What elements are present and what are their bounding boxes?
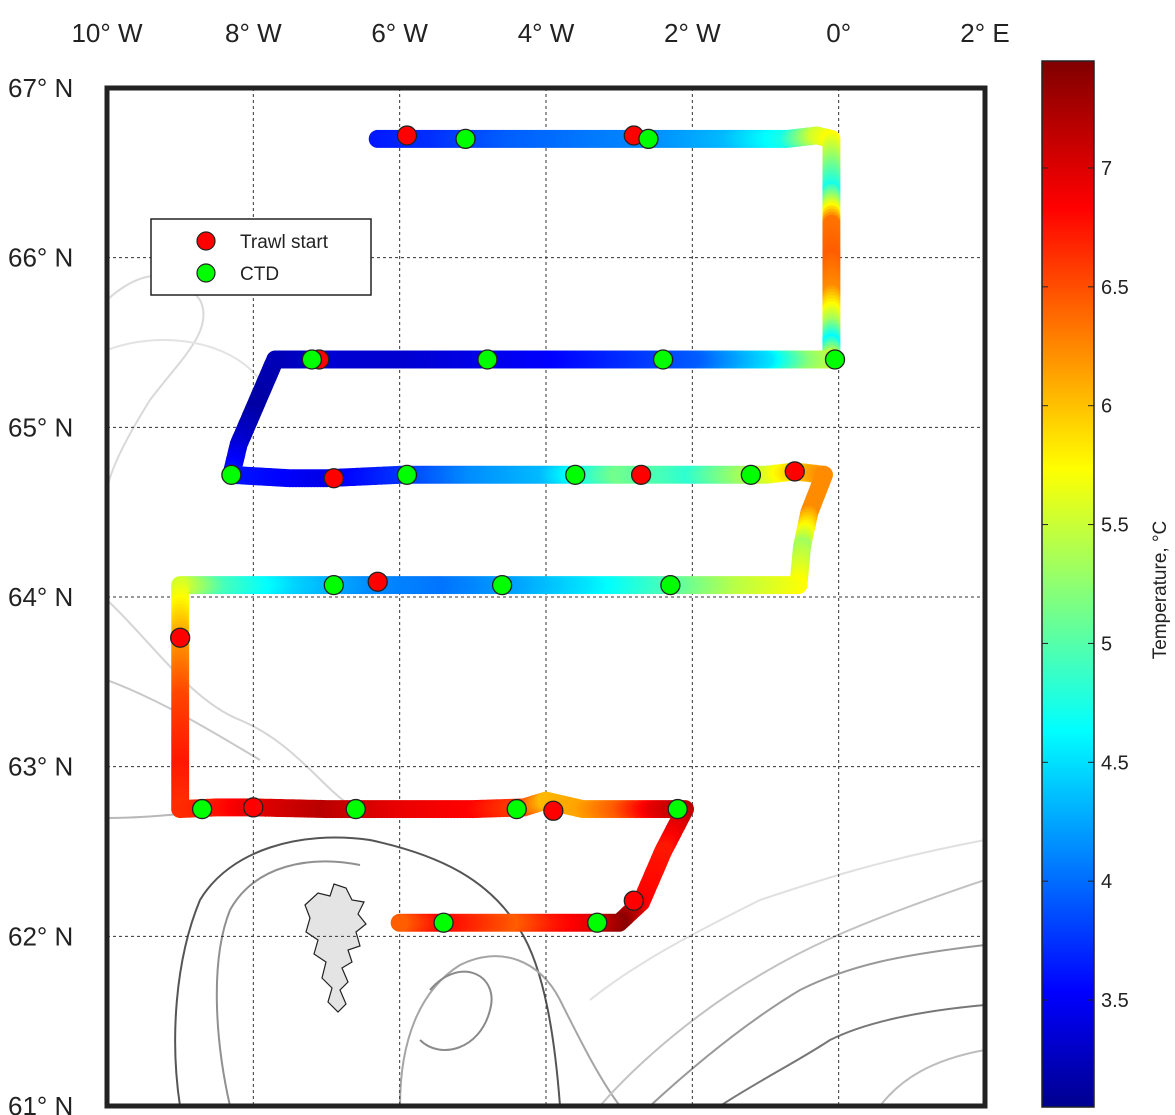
trawl-start-marker bbox=[170, 627, 191, 648]
legend: Trawl start CTD bbox=[150, 218, 372, 296]
ctd-marker bbox=[477, 349, 498, 370]
x-tick-label: 10° W bbox=[71, 18, 143, 48]
colorbar-tick-label: 6.5 bbox=[1101, 277, 1129, 299]
x-tick-label: 8° W bbox=[225, 18, 282, 48]
x-tick-label: 0° bbox=[826, 18, 851, 48]
ctd-marker bbox=[455, 128, 476, 150]
trawl-start-marker bbox=[623, 890, 644, 911]
x-tick-labels: 10° W 8° W 6° W 4° W 2° W 0° 2° E bbox=[71, 18, 1009, 48]
y-tick-label: 63° N bbox=[8, 752, 73, 782]
trawl-start-marker bbox=[243, 797, 264, 818]
y-tick-label: 61° N bbox=[8, 1091, 73, 1115]
ctd-marker bbox=[824, 349, 846, 370]
ctd-marker bbox=[491, 574, 513, 596]
ctd-marker bbox=[221, 464, 242, 485]
x-tick-label: 6° W bbox=[371, 18, 428, 48]
legend-trawl-marker bbox=[196, 231, 216, 251]
legend-ctd-label: CTD bbox=[240, 264, 279, 285]
ctd-marker bbox=[506, 798, 527, 820]
ctd-marker bbox=[667, 798, 688, 820]
colorbar-tick-label: 5 bbox=[1101, 633, 1112, 655]
x-tick-label: 2° W bbox=[664, 18, 721, 48]
trawl-start-marker bbox=[784, 461, 805, 482]
y-tick-label: 67° N bbox=[8, 73, 73, 103]
ctd-marker bbox=[660, 574, 681, 596]
ctd-marker bbox=[652, 349, 674, 370]
colorbar-tick-label: 7 bbox=[1101, 158, 1112, 180]
ctd-marker bbox=[565, 464, 586, 485]
ctd-marker bbox=[740, 464, 762, 485]
plot-frame bbox=[104, 85, 988, 1109]
legend-ctd-marker bbox=[196, 263, 216, 283]
trawl-start-marker bbox=[630, 464, 652, 485]
faroe-islands-land bbox=[304, 883, 367, 1013]
ctd-markers bbox=[191, 128, 846, 933]
ctd-marker bbox=[345, 798, 366, 820]
x-tick-label: 4° W bbox=[518, 18, 575, 48]
trawl-start-marker bbox=[396, 125, 418, 146]
colorbar-tick-label: 4.5 bbox=[1101, 752, 1129, 774]
y-tick-label: 65° N bbox=[8, 412, 73, 442]
colorbar-tick-label: 4 bbox=[1101, 871, 1112, 893]
colorbar-ramp bbox=[1041, 60, 1095, 1108]
trawl-start-markers bbox=[170, 125, 805, 911]
x-tick-label: 2° E bbox=[960, 18, 1009, 48]
bathymetry-contours bbox=[107, 274, 985, 1106]
ctd-marker bbox=[191, 798, 213, 820]
trawl-start-marker bbox=[543, 800, 564, 821]
colorbar-title: Temperature, °C bbox=[1150, 521, 1171, 660]
ctd-marker bbox=[396, 464, 418, 485]
legend-trawl-label: Trawl start bbox=[240, 232, 329, 253]
colorbar-ticks: 3.5 4 4.5 5 5.5 6 6.5 7 bbox=[1042, 158, 1129, 1012]
trawl-start-marker bbox=[367, 571, 388, 592]
track-point bbox=[390, 913, 409, 932]
colorbar-tick-label: 3.5 bbox=[1101, 990, 1129, 1012]
ctd-marker bbox=[323, 574, 344, 596]
y-tick-label: 66° N bbox=[8, 243, 73, 273]
trawl-start-marker bbox=[323, 468, 344, 489]
colorbar-tick-label: 5.5 bbox=[1101, 515, 1129, 537]
y-tick-labels: 61° N 62° N 63° N 64° N 65° N 66° N 67° N bbox=[8, 73, 73, 1115]
colorbar-tick-label: 6 bbox=[1101, 396, 1112, 418]
y-tick-label: 64° N bbox=[8, 582, 73, 612]
colorbar: 3.5 4 4.5 5 5.5 6 6.5 7 Temperature, °C bbox=[1041, 60, 1171, 1108]
ctd-marker bbox=[301, 349, 323, 370]
ctd-marker bbox=[433, 912, 454, 933]
y-tick-label: 62° N bbox=[8, 921, 73, 951]
ctd-marker bbox=[587, 912, 608, 933]
ctd-marker bbox=[638, 128, 659, 150]
legend-box bbox=[150, 218, 372, 296]
